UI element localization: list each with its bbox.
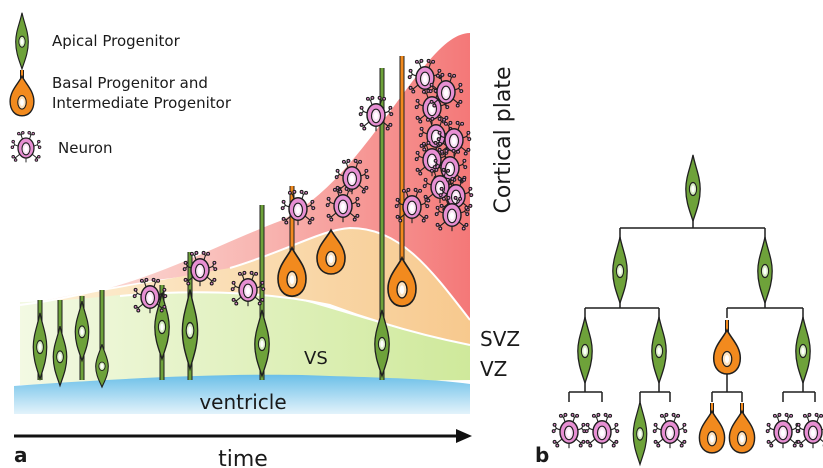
apical-progenitor-cell [32,300,48,380]
legend-apical-icon [15,12,29,70]
panel-b-label: b [535,443,549,467]
tree-basal-cell [712,320,742,375]
tree-basal-cell [728,403,756,454]
time-arrow-head [456,429,472,443]
basal-progenitor-cell [277,186,307,298]
legend-basal-label-line2: Intermediate Progenitor [52,94,232,112]
legend-basal-label-line1: Basal Progenitor and [52,74,208,92]
tree-neuron-cell [765,412,801,449]
vs-label: VS [304,348,328,369]
apical-progenitor-cell [74,296,90,380]
tree-apical-cell [794,316,812,384]
time-label: time [218,447,268,468]
tree-apical-cell [650,316,668,384]
apical-progenitor-cell [52,300,68,387]
vz-zone [20,291,470,385]
legend-basal-icon [9,70,35,117]
vz-label: VZ [480,357,507,381]
basal-progenitor-cell [387,56,417,308]
legend-apical-label: Apical Progenitor [52,32,181,50]
tree-apical-cell [611,236,629,304]
tree-neuron-cell [652,412,688,449]
tree-basal-cell [698,403,726,454]
svz-label: SVZ [480,327,520,351]
apical-progenitor-cell [154,285,170,380]
ventricle-zone [14,374,470,414]
tree-apical-cell [632,400,648,466]
apical-progenitor-cell [95,290,109,388]
ventricle-label: ventricle [199,390,286,414]
lineage-tree-lines [568,220,816,402]
tree-neuron-cell [551,412,587,449]
tree-apical-cell [576,316,594,384]
legend-neuron-icon [10,130,42,164]
apical-progenitor-cell [254,205,271,380]
cortical-plate-label: Cortical plate [491,66,516,213]
tree-root-apical-cell [684,154,702,222]
tree-neuron-cell [584,412,620,449]
legend-neuron-label: Neuron [58,139,112,157]
panel-a-label: a [14,443,28,467]
tree-neuron-cell [795,412,823,449]
tree-apical-cell [756,236,774,304]
apical-progenitor-cell [181,252,199,380]
